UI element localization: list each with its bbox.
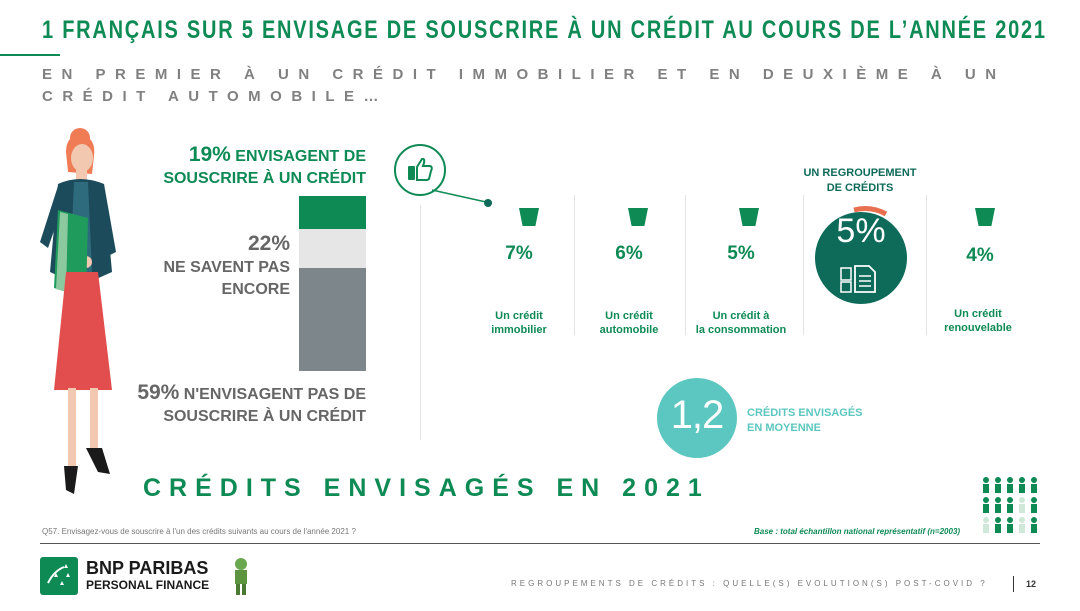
regroupement-label-line1: UN REGROUPEMENT (803, 167, 917, 179)
bar-segment-envisage (299, 196, 366, 229)
regroupement-label-line2: DE CRÉDITS (826, 182, 894, 194)
average-label-line2: EN MOYENNE (747, 422, 821, 434)
credit-marker-icon (975, 208, 995, 226)
stat-unsure-line1: NE SAVENT PAS (163, 259, 290, 276)
page-subtitle: EN PREMIER À UN CRÉDIT IMMOBILIER ET EN … (42, 66, 1006, 105)
footer-tagline: REGROUPEMENTS DE CRÉDITS : QUELLE(S) EVO… (511, 579, 988, 588)
stat-unsure-line2: ENCORE (221, 281, 290, 298)
credit-label-consommation: Un crédit à la consommation (686, 309, 796, 337)
bnp-logo-icon (40, 557, 78, 595)
regroupement-label: UN REGROUPEMENT DE CRÉDITS (800, 166, 920, 196)
separator-line (803, 195, 804, 335)
credit-pct-renouvelable: 4% (966, 245, 994, 266)
regroupement-circle (815, 206, 907, 304)
question-footnote: Q57. Envisagez-vous de souscrire à l'un … (42, 527, 356, 536)
base-footnote: Base : total échantillon national représ… (754, 527, 961, 536)
page-number: 12 (1026, 579, 1037, 589)
stat-not: 59% N'ENVISAGENT PAS DE SOUSCRIRE À UN C… (130, 382, 366, 428)
stat-envisage-line1: ENVISAGENT DE (230, 148, 366, 165)
separator-line (685, 195, 686, 335)
people-group-icon (983, 477, 1037, 533)
thumbs-up-icon (394, 144, 446, 196)
mascot-icon (235, 558, 247, 595)
credit-label-line1: Un crédit (605, 310, 653, 322)
credit-label-renouvelable: Un crédit renouvelable (923, 307, 1033, 335)
average-label-line1: CRÉDITS ENVISAGÉS (747, 407, 863, 419)
credit-label-line2: automobile (599, 324, 659, 336)
documents-icon (840, 265, 876, 293)
footer-separator (1013, 576, 1014, 592)
credit-label-line2: la consommation (695, 324, 787, 336)
footer-divider (40, 543, 1040, 544)
separator-line (926, 195, 927, 335)
stat-unsure: 22% NE SAVENT PAS ENCORE (130, 233, 290, 301)
credit-label-line1: Un crédit (954, 308, 1002, 320)
regroupement-pct: 5% (836, 212, 886, 250)
stat-not-line2: SOUSCRIRE À UN CRÉDIT (163, 408, 366, 425)
section-title: CRÉDITS ENVISAGÉS EN 2021 (143, 474, 710, 502)
stat-not-line1: N'ENVISAGENT PAS DE (179, 386, 366, 403)
credit-label-line1: Un crédit à (712, 310, 770, 322)
woman-illustration (40, 128, 116, 494)
stat-unsure-pct: 22% (247, 232, 290, 255)
credit-label-line2: renouvelable (944, 322, 1012, 334)
credit-pct-consommation: 5% (727, 243, 755, 264)
separator-line (420, 205, 421, 440)
credit-label-immobilier: Un crédit immobilier (464, 309, 574, 337)
credit-pct-immobilier: 7% (505, 243, 533, 264)
credit-pct-automobile: 6% (615, 243, 643, 264)
connector-line (431, 189, 492, 207)
page-title: 1 FRANÇAIS SUR 5 ENVISAGE DE SOUSCRIRE À… (42, 16, 1047, 44)
average-circle (657, 378, 737, 458)
brand-name: BNP PARIBAS (86, 558, 209, 578)
credit-label-line2: immobilier (491, 324, 547, 336)
average-value: 1,2 (670, 393, 725, 437)
stat-not-pct: 59% (137, 381, 180, 404)
separator-line (574, 195, 575, 335)
stat-envisage-pct: 19% (188, 143, 231, 166)
stat-envisage-line2: SOUSCRIRE À UN CRÉDIT (163, 170, 366, 187)
credit-marker-icon (739, 208, 759, 226)
credit-label-line1: Un crédit (495, 310, 543, 322)
bar-segment-not (299, 268, 366, 371)
bar-segment-unsure (299, 229, 366, 268)
credit-marker-icon (628, 208, 648, 226)
title-underline (0, 54, 60, 56)
credit-marker-icon (519, 208, 539, 226)
credit-label-automobile: Un crédit automobile (574, 309, 684, 337)
stat-envisage: 19% ENVISAGENT DE SOUSCRIRE À UN CRÉDIT (130, 144, 366, 190)
average-label: CRÉDITS ENVISAGÉS EN MOYENNE (747, 406, 863, 436)
brand-subname: PERSONAL FINANCE (86, 578, 210, 592)
